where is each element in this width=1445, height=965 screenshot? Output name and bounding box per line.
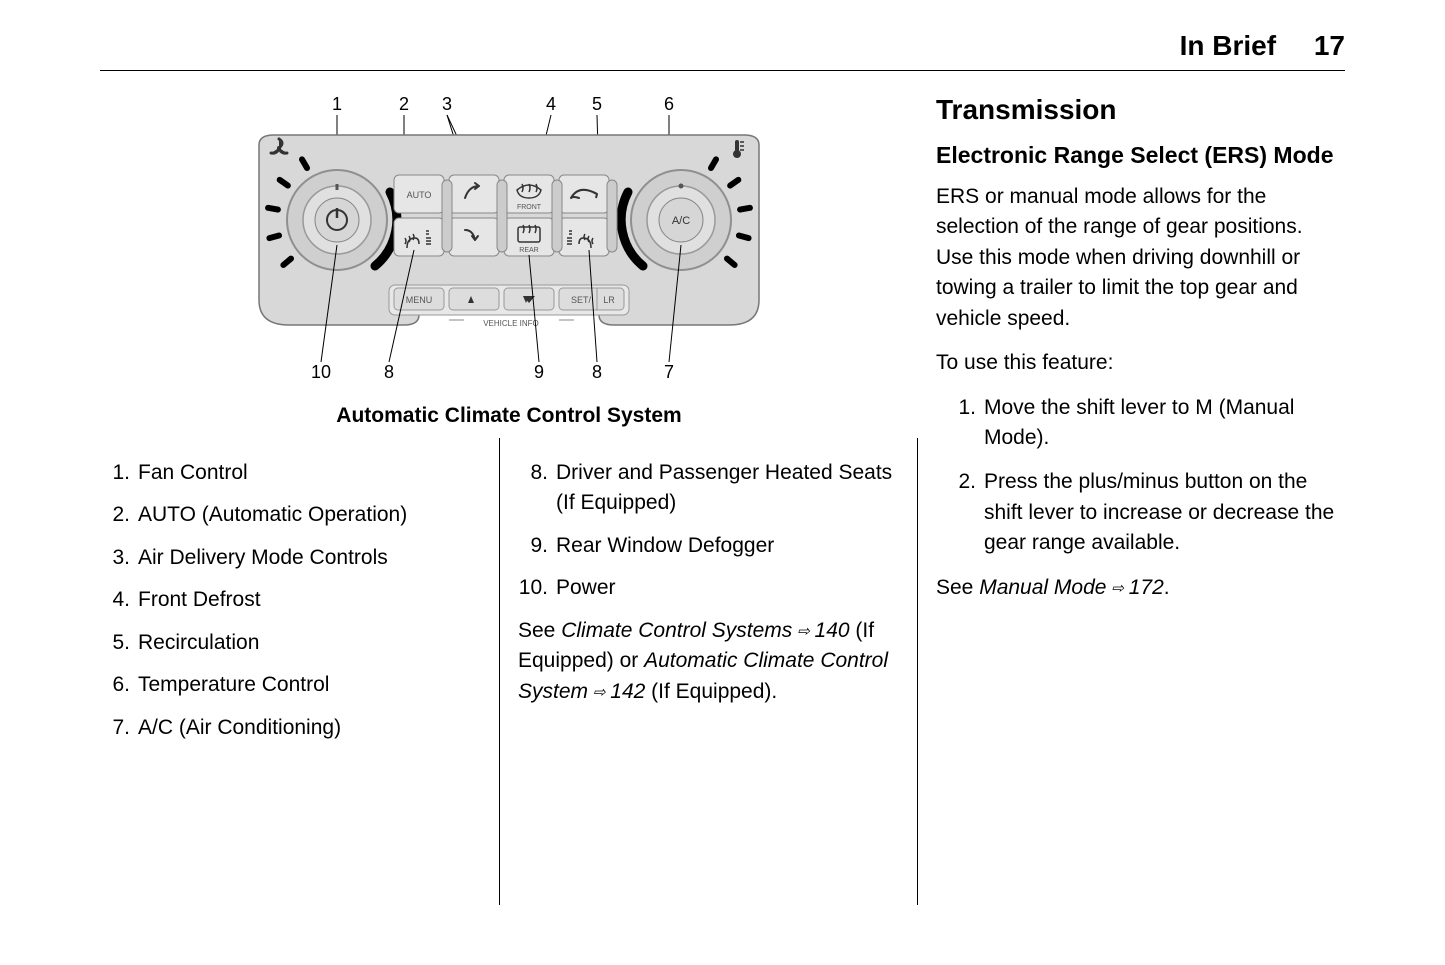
transmission-title: Transmission bbox=[936, 90, 1345, 131]
legend-list-right: Driver and Passenger Heated Seats (If Eq… bbox=[518, 458, 899, 604]
column-1: Fan Control AUTO (Automatic Operation) A… bbox=[100, 438, 499, 905]
ers-para2: To use this feature: bbox=[936, 348, 1345, 378]
ref-page2: 142 bbox=[610, 680, 645, 703]
btn-mode-upper bbox=[449, 175, 499, 213]
reference-climate: See Climate Control Systems ⇨ 140 (If Eq… bbox=[518, 616, 899, 707]
legend-item: Air Delivery Mode Controls bbox=[100, 543, 481, 573]
link-arrow-icon: ⇨ bbox=[1111, 578, 1124, 600]
svg-text:LR: LR bbox=[603, 295, 615, 305]
svg-text:FRONT: FRONT bbox=[517, 204, 542, 211]
legend-item: Temperature Control bbox=[100, 670, 481, 700]
callout-8a: 8 bbox=[384, 362, 394, 382]
page-header: In Brief 17 bbox=[1180, 30, 1345, 62]
btn-recirc bbox=[559, 175, 609, 213]
ref3-page: 172 bbox=[1129, 576, 1164, 599]
reference-manual-mode: See Manual Mode ⇨ 172. bbox=[936, 573, 1345, 603]
legend-list-left: Fan Control AUTO (Automatic Operation) A… bbox=[100, 458, 481, 743]
legend-item: Fan Control bbox=[100, 458, 481, 488]
ref3-suffix: . bbox=[1164, 576, 1170, 599]
legend-item: Rear Window Defogger bbox=[518, 531, 899, 561]
ref3-prefix: See bbox=[936, 576, 979, 599]
legend-item: AUTO (Automatic Operation) bbox=[100, 500, 481, 530]
ers-para1: ERS or manual mode allows for the select… bbox=[936, 182, 1345, 334]
link-arrow-icon: ⇨ bbox=[593, 682, 606, 704]
callout-9: 9 bbox=[534, 362, 544, 382]
svg-text:SET/: SET/ bbox=[571, 295, 592, 305]
header-page-number: 17 bbox=[1314, 30, 1345, 61]
ref-suffix: (If Equipped). bbox=[645, 680, 777, 703]
figure-caption: Automatic Climate Control System bbox=[229, 404, 789, 428]
legend-item: Front Defrost bbox=[100, 585, 481, 615]
callout-5: 5 bbox=[592, 94, 602, 114]
legend-item: A/C (Air Conditioning) bbox=[100, 713, 481, 743]
column-3: Transmission Electronic Range Select (ER… bbox=[918, 90, 1345, 905]
callout-2: 2 bbox=[399, 94, 409, 114]
callout-6: 6 bbox=[664, 94, 674, 114]
step-item: Press the plus/minus button on the shift… bbox=[936, 467, 1345, 558]
legend-row: Fan Control AUTO (Automatic Operation) A… bbox=[100, 438, 918, 905]
legend-item: Power bbox=[518, 573, 899, 603]
ref-link1: Climate Control Systems bbox=[561, 619, 792, 642]
svg-text:MENU: MENU bbox=[406, 295, 433, 305]
callout-4: 4 bbox=[546, 94, 556, 114]
header-rule bbox=[100, 70, 1345, 71]
callout-3: 3 bbox=[442, 94, 452, 114]
ers-steps: Move the shift lever to M (Manual Mode).… bbox=[936, 393, 1345, 559]
step-item: Move the shift lever to M (Manual Mode). bbox=[936, 393, 1345, 454]
climate-control-figure: 1 2 3 4 5 6 bbox=[229, 90, 789, 428]
btn-heated-seat-driver bbox=[394, 218, 444, 256]
ers-subtitle: Electronic Range Select (ERS) Mode bbox=[936, 139, 1345, 172]
svg-text:VEHICLE INFO: VEHICLE INFO bbox=[483, 319, 539, 328]
left-columns-wrap: 1 2 3 4 5 6 bbox=[100, 90, 918, 905]
climate-panel-svg: 1 2 3 4 5 6 bbox=[229, 90, 789, 400]
content-area: 1 2 3 4 5 6 bbox=[100, 90, 1345, 905]
header-section: In Brief bbox=[1180, 30, 1276, 61]
ref-prefix: See bbox=[518, 619, 561, 642]
callout-7: 7 bbox=[664, 362, 674, 382]
legend-item: Recirculation bbox=[100, 628, 481, 658]
link-arrow-icon: ⇨ bbox=[797, 621, 810, 643]
callout-10: 10 bbox=[311, 362, 331, 382]
legend-item: Driver and Passenger Heated Seats (If Eq… bbox=[518, 458, 899, 519]
callout-1: 1 bbox=[332, 94, 342, 114]
svg-text:AUTO: AUTO bbox=[407, 190, 432, 200]
callout-8b: 8 bbox=[592, 362, 602, 382]
ref3-link: Manual Mode bbox=[979, 576, 1106, 599]
ref-page1: 140 bbox=[815, 619, 850, 642]
svg-text:REAR: REAR bbox=[519, 247, 538, 254]
ac-label: A/C bbox=[672, 215, 690, 227]
column-2: Driver and Passenger Heated Seats (If Eq… bbox=[499, 438, 918, 905]
